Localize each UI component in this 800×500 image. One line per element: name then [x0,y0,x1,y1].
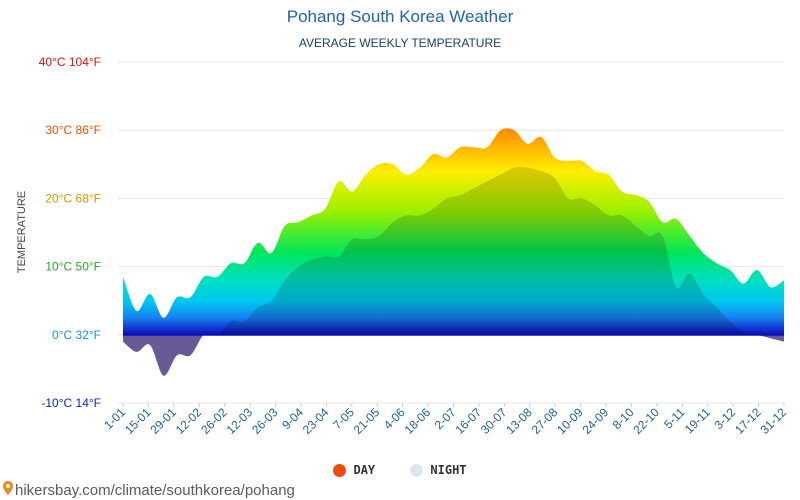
y-tick-label: 0°C 32°F [52,328,101,342]
x-tick-label: 30-07 [478,405,510,437]
y-tick-label: 10°C 50°F [45,260,101,274]
x-tick-label: 12-03 [224,405,256,437]
location-pin-icon [3,481,13,499]
legend-day-label: DAY [353,463,376,477]
y-tick-label: 40°C 104°F [39,55,101,69]
legend-night-label: NIGHT [430,463,467,477]
source-link[interactable]: hikersbay.com/climate/southkorea/pohang [3,481,295,499]
night-marker-icon [410,463,424,477]
x-tick-label: 15-01 [122,405,154,437]
y-tick-label: -10°C 14°F [41,396,101,410]
day-marker-icon [333,463,347,477]
x-tick-label: 22-10 [630,405,662,437]
x-tick-label: 17-12 [732,405,764,437]
x-tick-label: 24-09 [580,405,612,437]
night-series-overlay [123,167,784,376]
legend-item-day[interactable]: DAY [333,463,375,477]
series-layer [123,128,784,376]
day-series-area [123,128,784,335]
x-tick-label: 13-08 [503,405,535,437]
legend-item-night[interactable]: NIGHT [410,463,467,477]
x-tick-label: 18-06 [402,405,434,437]
x-tick-label: 26-03 [249,405,281,437]
chart-title: Pohang South Korea Weather [286,7,514,26]
x-tick-label: 16-07 [452,405,484,437]
x-tick-label: 19-11 [682,405,713,436]
x-axis-labels: 1-0115-0129-0112-0226-0212-0326-039-0423… [101,403,789,437]
x-tick-label: 27-08 [529,405,561,437]
y-axis-title: TEMPERATURE [16,191,28,273]
source-text: hikersbay.com/climate/southkorea/pohang [15,481,295,499]
chart-subtitle: AVERAGE WEEKLY TEMPERATURE [298,36,502,50]
legend: DAY NIGHT [0,463,800,480]
x-tick-label: 31-12 [758,405,790,437]
x-tick-label: 21-05 [351,405,383,437]
x-tick-label: 12-02 [173,405,205,437]
y-axis-labels: 40°C 104°F 30°C 86°F 20°C 68°F 10°C 50°F 0°C… [39,55,101,410]
y-tick-label: 30°C 86°F [45,123,101,137]
x-tick-label: 10-09 [554,405,586,437]
y-tick-label: 20°C 68°F [45,191,101,205]
x-tick-label: 29-01 [147,405,179,437]
x-tick-label: 23-04 [300,405,332,437]
x-tick-label: 26-02 [198,405,230,437]
